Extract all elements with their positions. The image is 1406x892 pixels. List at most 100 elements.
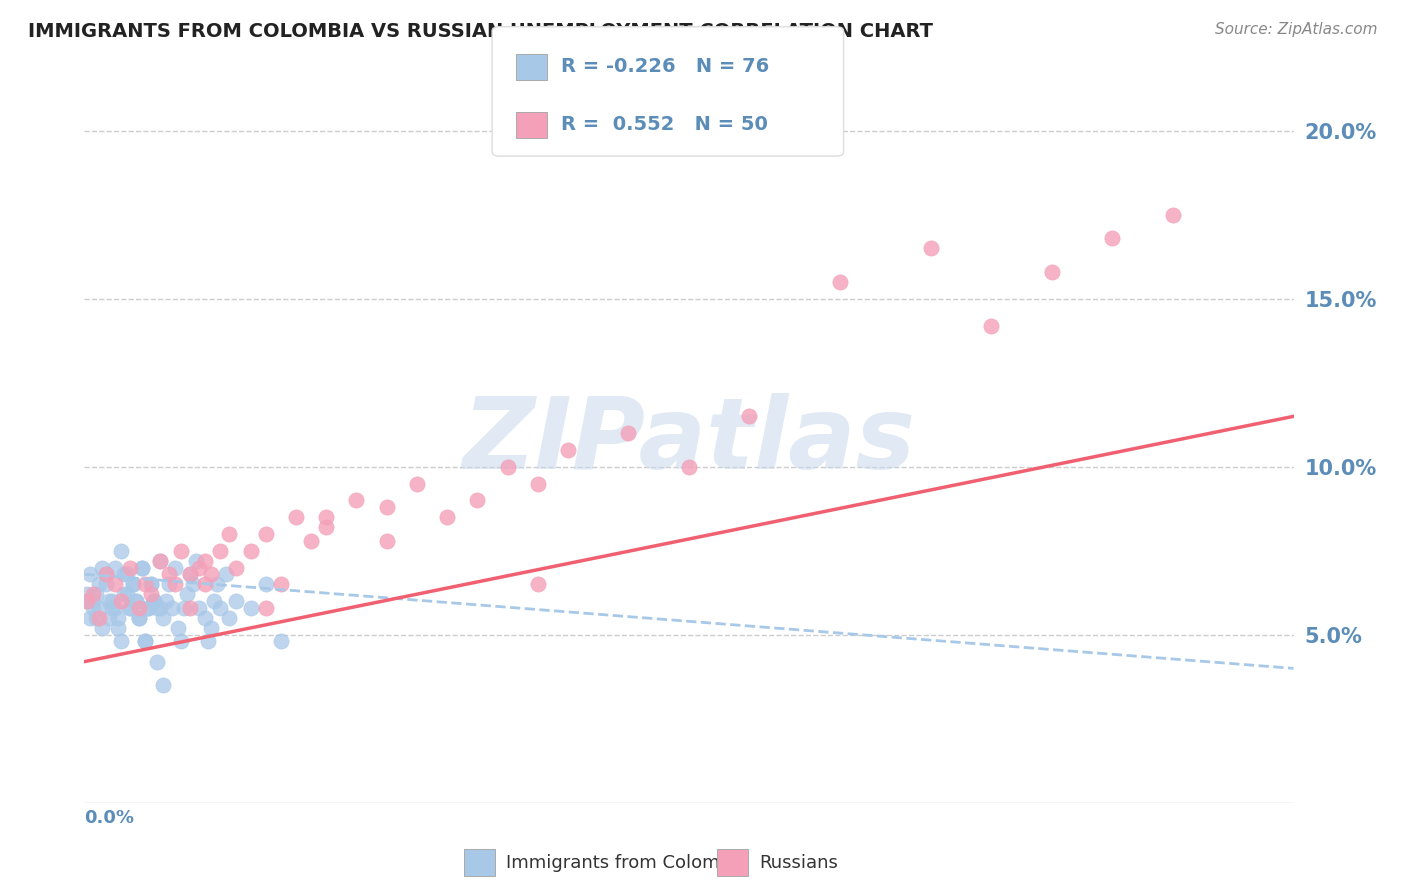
Point [142,594,165,608]
Point [146,655,169,669]
Point [89,600,111,615]
Point [134,577,156,591]
Point [91,560,114,574]
Point [678,459,700,474]
Point [527,577,550,591]
Point [181,577,204,591]
Point [104,577,127,591]
Point [165,560,187,574]
Point [270,577,292,591]
Point [125,594,148,608]
Point [89,611,111,625]
Point [186,554,208,568]
Point [225,560,247,574]
Point [209,543,232,558]
Text: R =  0.552   N = 50: R = 0.552 N = 50 [561,115,768,135]
Point [131,560,153,574]
Point [118,600,141,615]
Point [179,600,201,615]
Point [239,543,262,558]
Point [94,567,117,582]
Point [1161,208,1184,222]
Text: IMMIGRANTS FROM COLOMBIA VS RUSSIAN UNEMPLOYMENT CORRELATION CHART: IMMIGRANTS FROM COLOMBIA VS RUSSIAN UNEM… [28,22,934,41]
Point [86,587,108,601]
Point [188,600,211,615]
Point [315,520,337,534]
Point [112,587,135,601]
Point [179,567,201,582]
Point [920,241,942,255]
Point [82,594,104,608]
Point [209,600,232,615]
Point [254,527,277,541]
Point [200,621,222,635]
Point [146,600,169,615]
Point [738,409,761,424]
Point [136,600,159,615]
Text: Immigrants from Colombia: Immigrants from Colombia [506,854,748,871]
Point [86,611,108,625]
Point [128,611,150,625]
Point [1101,231,1123,245]
Point [157,567,180,582]
Point [254,600,277,615]
Point [131,560,153,574]
Point [197,634,219,648]
Text: Source: ZipAtlas.com: Source: ZipAtlas.com [1215,22,1378,37]
Point [170,634,193,648]
Point [110,634,132,648]
Text: Russians: Russians [759,854,838,871]
Point [375,533,398,548]
Point [142,594,165,608]
Point [218,527,240,541]
Point [115,567,138,582]
Point [76,587,98,601]
Point [149,554,172,568]
Point [79,611,101,625]
Point [112,567,135,582]
Point [110,594,132,608]
Point [167,621,190,635]
Point [830,275,852,289]
Point [406,476,429,491]
Point [107,621,129,635]
Point [128,600,150,615]
Point [285,510,308,524]
Text: R = -0.226   N = 76: R = -0.226 N = 76 [561,57,769,77]
Point [91,621,114,635]
Point [107,611,129,625]
Point [79,567,101,582]
Point [152,611,174,625]
Point [76,594,98,608]
Point [134,634,156,648]
Point [194,554,217,568]
Point [149,554,172,568]
Point [128,611,150,625]
Point [152,678,174,692]
Point [82,587,104,601]
Point [100,594,122,608]
Point [346,493,368,508]
Point [194,577,217,591]
Point [299,533,322,548]
Point [215,567,238,582]
Point [94,577,117,591]
Point [121,577,143,591]
Point [139,587,162,601]
Point [375,500,398,514]
Point [202,594,225,608]
Point [76,594,98,608]
Point [118,600,141,615]
Point [136,600,159,615]
Point [165,577,187,591]
Point [207,577,229,591]
Point [82,600,104,615]
Point [315,510,337,524]
Point [254,577,277,591]
Text: 0.0%: 0.0% [84,808,135,827]
Point [97,594,120,608]
Point [134,634,156,648]
Point [173,600,195,615]
Point [97,611,120,625]
Point [115,587,138,601]
